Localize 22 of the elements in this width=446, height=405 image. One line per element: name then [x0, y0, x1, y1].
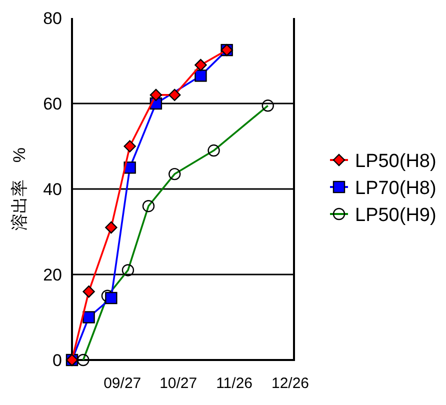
- y-tick-label: 20: [43, 266, 62, 284]
- point: [82, 286, 95, 298]
- point: [124, 140, 136, 152]
- legend-label: LP70(H8): [355, 178, 436, 199]
- point: [194, 70, 207, 82]
- x-tick-label: 09/27: [104, 375, 142, 392]
- y-tick-label: 60: [43, 94, 62, 114]
- y-axis-title: 溶出率 %: [10, 147, 29, 231]
- point: [150, 88, 162, 102]
- point: [105, 221, 118, 234]
- y-tick-label: 40: [43, 180, 62, 199]
- point: [82, 311, 95, 324]
- x-tick-label: 11/26: [216, 375, 253, 392]
- legend-label: LP50(H9): [355, 205, 436, 226]
- y-tick-label: 80: [43, 9, 62, 28]
- point: [168, 88, 181, 102]
- x-tick-label: 10/27: [160, 375, 198, 392]
- y-tick-label: 0: [52, 351, 62, 370]
- point: [105, 292, 118, 304]
- legend-label: LP50(H8): [355, 151, 436, 172]
- point: [194, 58, 207, 72]
- x-tick-label: 12/26: [271, 375, 310, 392]
